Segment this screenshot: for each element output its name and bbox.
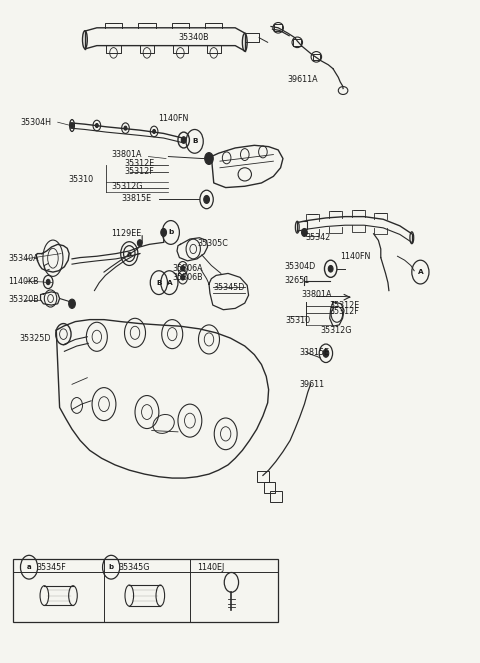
Text: 1140EJ: 1140EJ — [197, 563, 224, 572]
Text: b: b — [108, 564, 114, 570]
Text: 35305C: 35305C — [197, 239, 228, 247]
Text: 35345G: 35345G — [118, 563, 150, 572]
Text: 1129EE: 1129EE — [111, 229, 142, 238]
Text: 35306B: 35306B — [172, 273, 203, 282]
Text: 33801A: 33801A — [301, 290, 332, 299]
Text: B: B — [156, 280, 162, 286]
Text: 35312G: 35312G — [320, 326, 352, 335]
Text: 1140FN: 1140FN — [158, 115, 188, 123]
Text: 35312G: 35312G — [111, 182, 143, 191]
Circle shape — [328, 265, 333, 272]
Circle shape — [124, 126, 127, 130]
Text: 35304H: 35304H — [21, 118, 51, 127]
Text: 35340B: 35340B — [178, 33, 209, 42]
Text: 35345D: 35345D — [214, 283, 245, 292]
Text: 35304D: 35304D — [285, 263, 316, 271]
Text: 35320B: 35320B — [9, 295, 39, 304]
Circle shape — [204, 196, 209, 204]
Text: A: A — [418, 269, 423, 275]
Text: 35306A: 35306A — [172, 264, 203, 272]
Text: 33815E: 33815E — [121, 194, 152, 203]
Text: A: A — [167, 280, 172, 286]
Text: 33801A: 33801A — [111, 150, 142, 159]
Circle shape — [181, 274, 185, 280]
Circle shape — [137, 240, 142, 247]
Text: 35312E: 35312E — [330, 300, 360, 310]
Text: 39611A: 39611A — [288, 75, 318, 84]
Text: 35340A: 35340A — [9, 255, 39, 263]
Circle shape — [181, 265, 185, 271]
Text: b: b — [168, 229, 173, 235]
Text: 1140KB: 1140KB — [9, 277, 39, 286]
Text: 35312F: 35312F — [124, 166, 154, 176]
Text: 33815E: 33815E — [299, 348, 329, 357]
Text: 1140FN: 1140FN — [340, 252, 371, 261]
Text: 35345F: 35345F — [36, 563, 66, 572]
Circle shape — [96, 123, 98, 127]
Circle shape — [323, 349, 329, 357]
Text: 39611: 39611 — [300, 380, 325, 389]
Circle shape — [153, 129, 156, 133]
Text: 35312F: 35312F — [330, 307, 360, 316]
Text: 35310: 35310 — [285, 316, 311, 326]
Text: 35325D: 35325D — [20, 333, 51, 343]
Text: 32651: 32651 — [285, 276, 310, 284]
Text: a: a — [127, 251, 132, 257]
Circle shape — [181, 137, 186, 143]
Circle shape — [204, 152, 213, 164]
Text: 35312E: 35312E — [124, 159, 155, 168]
Circle shape — [70, 123, 74, 128]
Circle shape — [161, 229, 167, 237]
Text: 35310: 35310 — [68, 175, 93, 184]
Text: B: B — [192, 139, 197, 145]
Circle shape — [69, 299, 75, 308]
Circle shape — [46, 279, 50, 284]
Text: a: a — [27, 564, 31, 570]
Text: 35342: 35342 — [306, 233, 331, 242]
Circle shape — [301, 229, 307, 237]
